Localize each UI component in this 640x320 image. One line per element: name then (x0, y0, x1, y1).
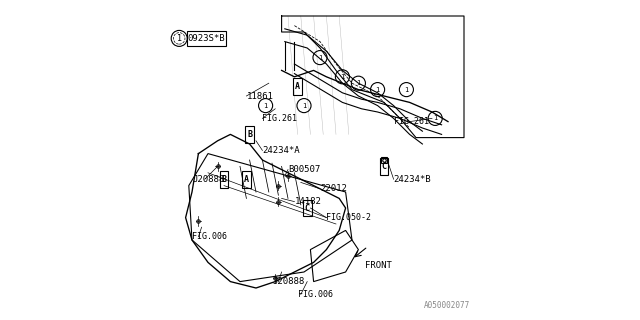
Text: B: B (221, 175, 227, 184)
Text: 1: 1 (302, 103, 306, 108)
Text: 1: 1 (340, 74, 344, 80)
Text: FIG.261: FIG.261 (262, 114, 298, 123)
Text: FIG.006: FIG.006 (298, 290, 333, 299)
FancyBboxPatch shape (242, 171, 251, 188)
Text: J20888: J20888 (192, 175, 224, 184)
Text: C: C (381, 162, 387, 171)
Text: 1: 1 (264, 103, 268, 108)
Text: 1: 1 (404, 87, 408, 92)
FancyBboxPatch shape (303, 200, 312, 216)
FancyBboxPatch shape (380, 158, 388, 175)
Text: 1: 1 (433, 116, 437, 121)
Text: 0923S*B: 0923S*B (188, 34, 225, 43)
Text: FIG.006: FIG.006 (192, 232, 227, 241)
Text: 1: 1 (356, 80, 360, 86)
Text: 22012: 22012 (320, 184, 347, 193)
FancyBboxPatch shape (187, 31, 227, 46)
FancyBboxPatch shape (220, 171, 228, 188)
FancyBboxPatch shape (245, 126, 254, 143)
Text: A050002077: A050002077 (424, 301, 470, 310)
Text: A: A (244, 175, 249, 184)
Text: 14182: 14182 (294, 197, 321, 206)
Text: C: C (305, 204, 310, 212)
Text: 1: 1 (318, 55, 322, 60)
Text: 1: 1 (376, 87, 380, 92)
Text: 1: 1 (177, 34, 182, 43)
Text: FIG.050-2: FIG.050-2 (326, 213, 371, 222)
Text: B00507: B00507 (288, 165, 320, 174)
Text: 11861: 11861 (246, 92, 273, 100)
Text: J20888: J20888 (272, 277, 304, 286)
Text: 24234*B: 24234*B (394, 175, 431, 184)
Text: A: A (295, 82, 300, 91)
Text: 24234*A: 24234*A (262, 146, 300, 155)
FancyBboxPatch shape (293, 78, 302, 95)
Text: FIG.261: FIG.261 (394, 117, 429, 126)
Text: FRONT: FRONT (365, 261, 392, 270)
Text: B: B (247, 130, 252, 139)
